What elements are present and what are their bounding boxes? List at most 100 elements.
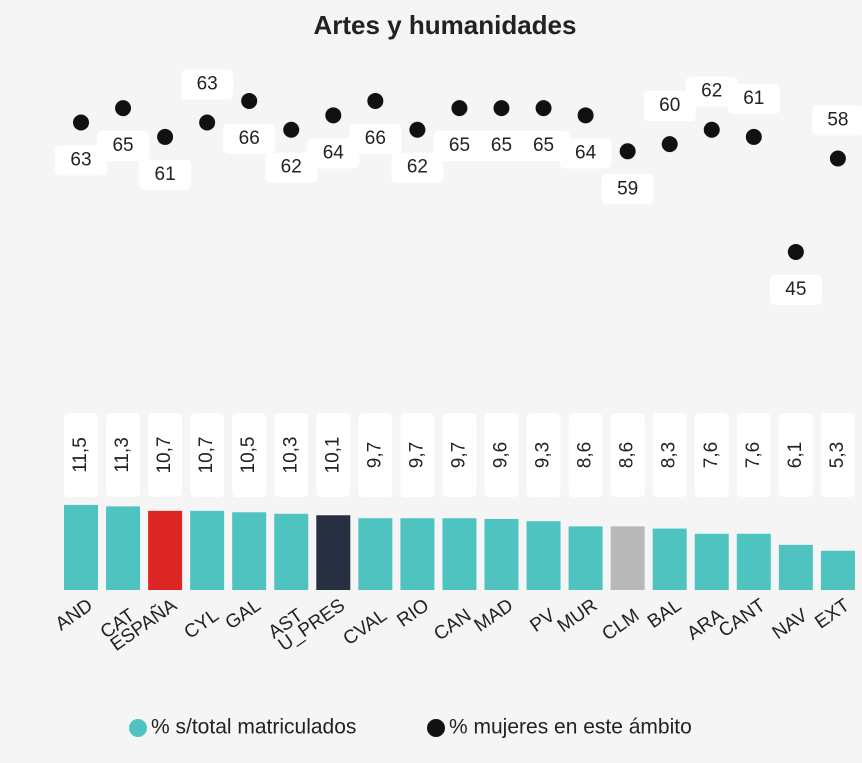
dot-label: 65 [449,135,470,156]
bar-label: 7,6 [701,442,722,468]
bar-label: 9,6 [491,442,512,468]
bar-label: 9,7 [364,442,385,468]
dot [241,92,258,109]
bar [652,528,687,590]
bar-label: 10,1 [322,437,343,474]
dot-label-box [559,138,612,169]
bar [442,518,477,590]
dot-label-box [139,159,192,190]
dot-label: 58 [827,109,848,130]
dot-label-box [307,138,360,169]
bar-label-box [232,413,267,497]
bar-label-box [652,413,687,497]
bar [610,526,645,590]
bar-label-box [148,413,183,497]
bar-label: 10,7 [154,437,175,474]
dot [283,121,300,138]
dot [535,100,552,117]
legend-label: % s/total matriculados [151,716,356,739]
bar [64,504,98,590]
dot [409,121,426,138]
bar-label: 5,3 [827,442,848,468]
dot-label-box [769,274,822,305]
bar [778,544,813,590]
bar-label: 11,3 [112,437,133,473]
dot-label: 65 [491,135,512,156]
legend-marker [427,719,445,737]
dot-label-box [601,174,654,205]
dot [451,100,468,117]
bar [400,518,435,590]
dot-label: 64 [323,142,345,163]
bar-label-box [484,413,519,497]
bar [820,550,855,590]
bar [232,512,267,590]
dot-label: 45 [785,279,806,300]
dot-label: 63 [197,74,218,95]
bar [106,506,141,590]
bar-label: 10,5 [238,437,259,474]
bar-label-box [106,413,141,497]
bar-label: 10,7 [196,437,217,474]
dot [577,107,594,124]
bar-label: 8,6 [575,442,596,468]
dot-label: 62 [281,157,302,178]
dot [73,114,89,131]
dot [829,150,846,167]
dot-label-box [223,123,276,154]
dot-label: 62 [701,81,722,102]
dot-label-box [685,76,738,107]
bar-label: 11,5 [70,437,91,473]
dot-label: 65 [533,135,554,156]
bar [316,515,351,590]
bar [274,513,309,590]
dot-label: 61 [155,164,176,185]
legend-label: % mujeres en este ámbito [449,716,692,739]
bar-label: 8,6 [617,442,638,468]
bar-label: 6,1 [785,442,806,468]
dot-label: 62 [407,157,428,178]
bar [526,521,561,590]
bar-label: 9,3 [533,442,554,468]
bar [484,518,519,590]
bar-label: 9,7 [448,442,469,468]
dot-label-box [727,83,780,114]
bar-label-box [190,413,225,497]
bar-label-box [442,413,477,497]
dot-label: 66 [239,128,260,149]
bar-label-box [358,413,393,497]
bar-label-box [526,413,561,497]
dot-label-box [55,145,107,176]
dot [367,92,384,109]
dot-label-box [811,105,862,136]
chart-title: Artes y humanidades [314,10,577,40]
dot-label-box [391,152,444,183]
bar-label-box [820,413,855,497]
dot-label: 60 [659,95,680,116]
bar [148,510,183,590]
dot-label-box [433,131,486,162]
dot-label-box [181,69,234,100]
dot [157,128,174,145]
bar [694,533,729,590]
dot [115,100,132,117]
dot-label-box [349,123,402,154]
dot-label-box [643,91,696,122]
dot [325,107,342,124]
dot-label: 64 [575,142,597,163]
bar-label-box [316,413,351,497]
dot-label: 59 [617,178,638,199]
bar-label-box [568,413,603,497]
dot [787,243,804,260]
dot-label-box [517,131,570,162]
bar [736,533,771,590]
dot-label: 61 [743,88,764,109]
bar-label: 9,7 [406,442,427,468]
bar [568,526,603,590]
bar-label-box [778,413,813,497]
dot-label-box [97,131,150,162]
dot [703,121,720,138]
bar-label: 10,3 [280,437,301,474]
